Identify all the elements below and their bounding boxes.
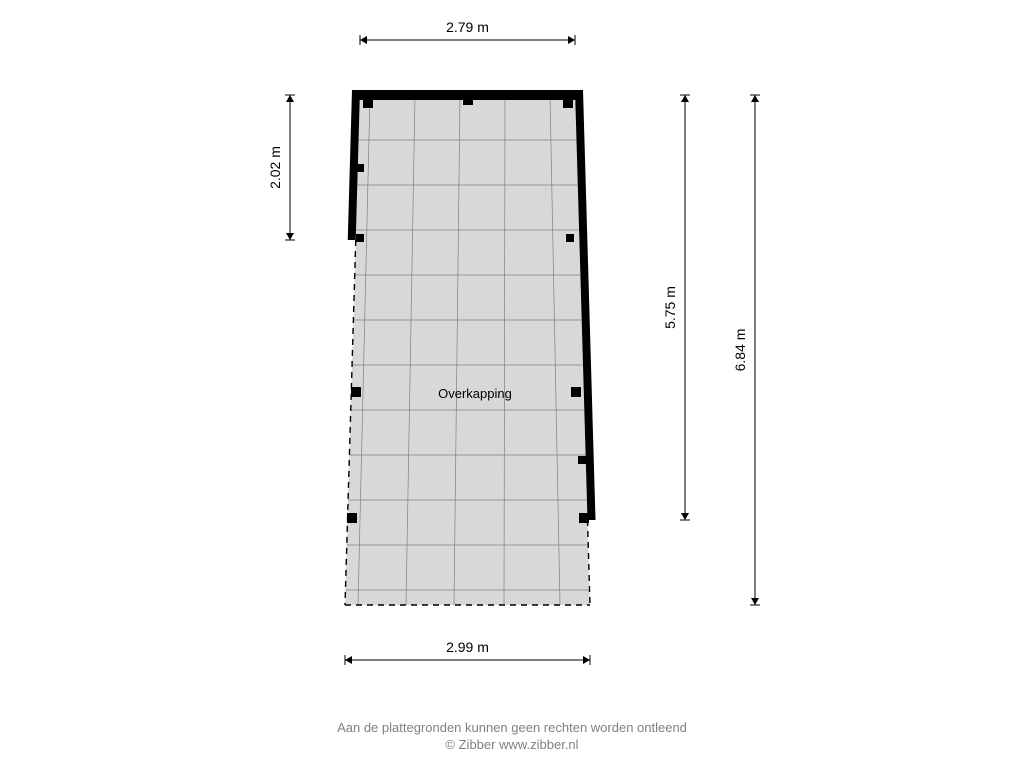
post bbox=[566, 234, 574, 242]
post bbox=[578, 456, 586, 464]
dim-label: 6.84 m bbox=[732, 329, 748, 372]
dim-label: 2.99 m bbox=[446, 639, 489, 655]
dim-arrowhead bbox=[568, 36, 575, 44]
footer-line1: Aan de plattegronden kunnen geen rechten… bbox=[0, 719, 1024, 737]
dim-label: 2.79 m bbox=[446, 19, 489, 35]
footer-line2: © Zibber www.zibber.nl bbox=[0, 736, 1024, 754]
dim-arrowhead bbox=[286, 233, 294, 240]
post bbox=[363, 98, 373, 108]
room-label: Overkapping bbox=[438, 386, 512, 401]
dim-arrowhead bbox=[286, 95, 294, 102]
post bbox=[351, 387, 361, 397]
dim-arrowhead bbox=[751, 95, 759, 102]
post bbox=[571, 387, 581, 397]
dim-arrowhead bbox=[345, 656, 352, 664]
dim-arrowhead bbox=[681, 95, 689, 102]
footer: Aan de plattegronden kunnen geen rechten… bbox=[0, 719, 1024, 754]
floorplan-canvas: Overkapping 2.79 m 2.99 m 2.02 m 5.75 m 6.84 … bbox=[0, 0, 1024, 768]
dim-arrowhead bbox=[751, 598, 759, 605]
dim-arrowhead bbox=[360, 36, 367, 44]
post bbox=[356, 164, 364, 172]
dim-label: 5.75 m bbox=[662, 286, 678, 329]
dim-arrowhead bbox=[583, 656, 590, 664]
dim-arrowhead bbox=[681, 513, 689, 520]
post bbox=[579, 513, 589, 523]
post bbox=[347, 513, 357, 523]
post bbox=[563, 98, 573, 108]
floor-area bbox=[345, 95, 590, 605]
post bbox=[463, 95, 473, 105]
dim-label: 2.02 m bbox=[267, 146, 283, 189]
post bbox=[356, 234, 364, 242]
